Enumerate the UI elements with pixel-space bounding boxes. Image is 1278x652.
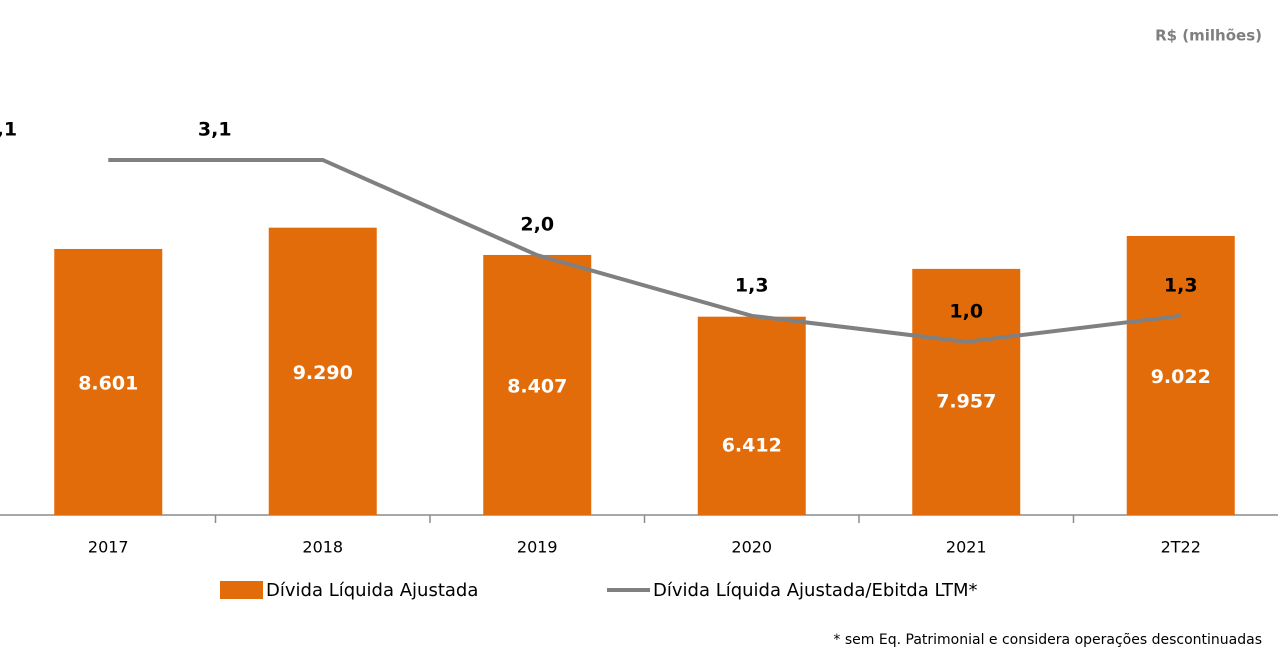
line-value-label: 1,0 (949, 300, 983, 322)
legend-label: Dívida Líquida Ajustada (266, 580, 478, 601)
unit-label: R$ (milhões) (1155, 27, 1262, 45)
x-tick-label: 2021 (946, 538, 987, 557)
bar (1126, 235, 1235, 515)
line-value-label: 3,1 (198, 118, 232, 140)
bar-value-label: 7.957 (936, 390, 996, 412)
x-tick-label: 2019 (517, 538, 558, 557)
bar-value-label: 8.407 (507, 375, 567, 397)
line-value-label: 1,3 (1164, 274, 1198, 296)
bar (912, 268, 1021, 515)
line (108, 157, 1181, 344)
bar-value-label: 9.022 (1151, 366, 1211, 388)
legend-label: Dívida Líquida Ajustada/Ebitda LTM* (653, 580, 978, 601)
bar-value-label: 8.601 (78, 372, 138, 394)
x-tick-label: 2020 (731, 538, 772, 557)
bar (697, 316, 806, 515)
bar (54, 248, 163, 516)
x-tick-label: 2018 (302, 538, 343, 557)
legend-swatch (220, 581, 263, 599)
footnote: * sem Eq. Patrimonial e considera operaç… (833, 632, 1262, 648)
line-value-label: 3,1 (0, 118, 17, 140)
bar (268, 227, 377, 515)
x-tick-label: 2017 (88, 538, 129, 557)
line-value-label: 2,0 (520, 214, 554, 236)
bar-value-label: 6.412 (722, 434, 782, 456)
bar-value-label: 9.290 (293, 362, 353, 384)
x-tick-label: 2T22 (1161, 538, 1201, 557)
line-value-label: 1,3 (735, 274, 769, 296)
bar (483, 254, 592, 515)
